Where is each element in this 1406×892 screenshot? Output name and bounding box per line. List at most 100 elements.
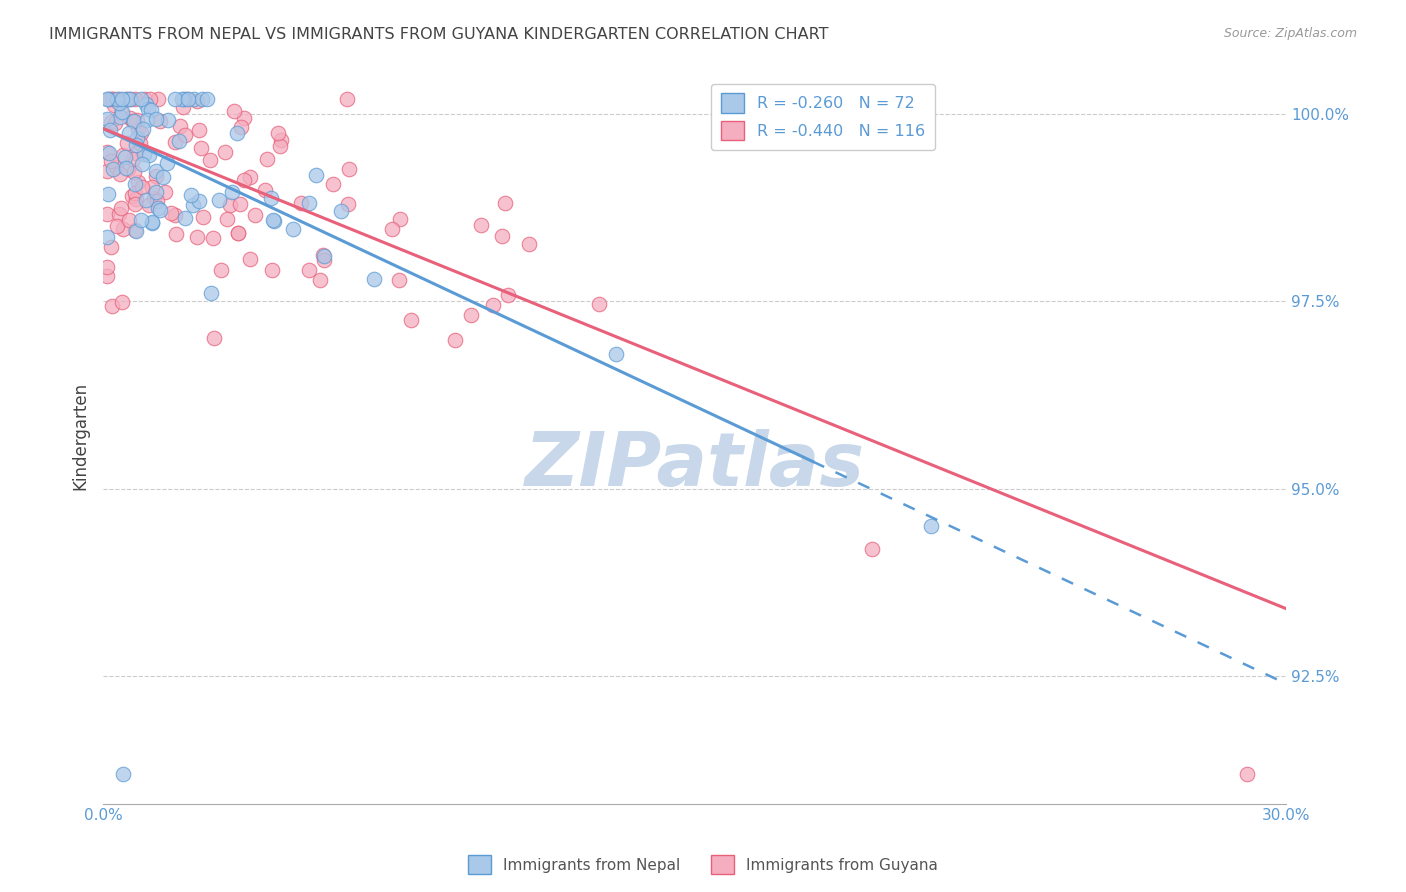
Point — [135, 112, 157, 127]
Point — [100, 154, 122, 169]
Point — [312, 248, 335, 262]
Point — [97, 187, 120, 202]
Text: IMMIGRANTS FROM NEPAL VS IMMIGRANTS FROM GUYANA KINDERGARTEN CORRELATION CHART: IMMIGRANTS FROM NEPAL VS IMMIGRANTS FROM… — [49, 27, 828, 42]
Point — [305, 168, 328, 182]
Point — [118, 91, 141, 105]
Point — [330, 203, 353, 218]
Point — [131, 180, 153, 194]
Point — [399, 312, 422, 326]
Point — [97, 146, 120, 161]
Point — [588, 296, 610, 310]
Point — [239, 169, 262, 184]
Point — [127, 121, 149, 136]
Point — [124, 186, 146, 200]
Point — [115, 91, 138, 105]
Point — [174, 128, 197, 142]
Point — [226, 127, 249, 141]
Point — [97, 91, 120, 105]
Point — [118, 212, 141, 227]
Point — [186, 95, 208, 109]
Point — [103, 98, 125, 112]
Point — [217, 212, 239, 227]
Point — [111, 148, 134, 162]
Point — [115, 161, 138, 175]
Point — [96, 145, 118, 159]
Point — [180, 188, 202, 202]
Point — [146, 194, 169, 208]
Point — [314, 252, 336, 267]
Text: Source: ZipAtlas.com: Source: ZipAtlas.com — [1223, 27, 1357, 40]
Point — [152, 170, 174, 185]
Point — [336, 91, 359, 105]
Point — [111, 91, 134, 105]
Point — [201, 231, 224, 245]
Point — [100, 115, 122, 129]
Point — [105, 91, 128, 105]
Point — [145, 112, 167, 127]
Point — [136, 103, 159, 117]
Point — [129, 91, 152, 105]
Point — [312, 249, 335, 263]
Point — [125, 146, 148, 161]
Point — [127, 175, 149, 189]
Point — [146, 201, 169, 215]
Point — [183, 91, 205, 105]
Point — [131, 122, 153, 136]
Point — [381, 221, 404, 235]
Point — [125, 137, 148, 152]
Point — [157, 112, 180, 127]
Point — [108, 110, 131, 124]
Point — [243, 208, 266, 222]
Point — [148, 91, 170, 105]
Point — [129, 136, 152, 151]
Point — [267, 126, 290, 140]
Point — [444, 333, 467, 347]
Point — [138, 198, 160, 212]
Point — [186, 229, 208, 244]
Point — [298, 196, 321, 211]
Point — [173, 211, 195, 225]
Point — [124, 197, 146, 211]
Point — [122, 113, 145, 128]
Point — [231, 120, 253, 135]
Point — [176, 91, 198, 105]
Point — [165, 227, 187, 242]
Point — [125, 223, 148, 237]
Point — [290, 195, 312, 210]
Point — [263, 214, 285, 228]
Point — [181, 198, 204, 212]
Point — [308, 273, 330, 287]
Point — [111, 222, 134, 236]
Point — [127, 131, 149, 145]
Point — [117, 161, 139, 176]
Point — [129, 213, 152, 227]
Point — [860, 541, 883, 556]
Point — [496, 287, 519, 301]
Point — [163, 92, 186, 106]
Y-axis label: Kindergarten: Kindergarten — [72, 382, 89, 490]
Point — [191, 211, 214, 225]
Point — [336, 197, 359, 211]
Point — [226, 226, 249, 240]
Point — [260, 191, 283, 205]
Point — [200, 286, 222, 301]
Point — [103, 91, 125, 105]
Point — [232, 111, 254, 125]
Point — [122, 165, 145, 179]
Point — [122, 114, 145, 128]
Point — [120, 111, 142, 125]
Point — [145, 169, 167, 183]
Point — [281, 222, 304, 236]
Point — [139, 103, 162, 118]
Point — [218, 198, 240, 212]
Point — [110, 167, 132, 181]
Point — [141, 215, 163, 229]
Point — [202, 331, 225, 345]
Point — [470, 218, 492, 232]
Point — [605, 346, 627, 360]
Point — [145, 164, 167, 178]
Point — [132, 146, 155, 161]
Point — [111, 766, 134, 780]
Point — [142, 191, 165, 205]
Point — [118, 91, 141, 105]
